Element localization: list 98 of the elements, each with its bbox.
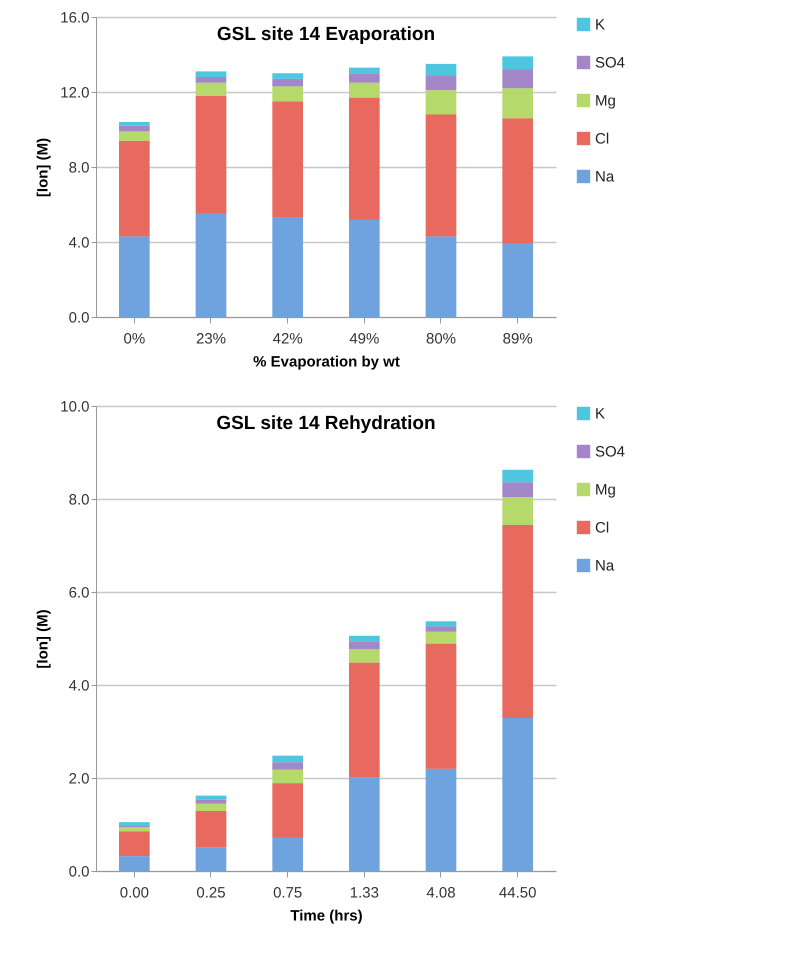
y-tick-label: 0.0 bbox=[68, 864, 90, 880]
legend-label: Na bbox=[595, 558, 615, 574]
bar bbox=[502, 470, 533, 482]
bar bbox=[349, 82, 380, 98]
x-axis-title: Time (hrs) bbox=[290, 908, 363, 924]
x-tick-label: 0% bbox=[123, 330, 146, 348]
bar bbox=[272, 838, 303, 871]
bar bbox=[349, 641, 380, 650]
y-tick-label: 8.0 bbox=[68, 492, 90, 508]
y-tick-label: 0.0 bbox=[68, 310, 90, 326]
bar bbox=[426, 632, 456, 644]
y-axis-title: [Ion] (M) bbox=[34, 609, 52, 669]
bar bbox=[502, 482, 533, 498]
y-tick-label: 4.0 bbox=[68, 234, 90, 252]
y-tick-label: 8.0 bbox=[68, 160, 90, 176]
bar bbox=[119, 140, 150, 236]
bar bbox=[272, 770, 303, 784]
bar bbox=[502, 70, 533, 88]
bar bbox=[119, 122, 150, 126]
bar bbox=[272, 73, 303, 79]
x-tick-label: 23% bbox=[196, 330, 226, 348]
bar bbox=[119, 831, 150, 856]
bar bbox=[349, 662, 380, 778]
x-tick-label: 0.25 bbox=[196, 884, 226, 902]
bar bbox=[502, 56, 533, 70]
legend-label: Na bbox=[595, 168, 615, 186]
y-tick-label: 16.0 bbox=[60, 10, 90, 26]
bar bbox=[349, 73, 380, 83]
bar bbox=[426, 90, 456, 114]
chart-title: GSL site 14 Evaporation bbox=[216, 24, 436, 45]
bar bbox=[119, 827, 150, 832]
x-tick-label: 49% bbox=[349, 330, 380, 348]
bar bbox=[349, 777, 380, 871]
bar bbox=[502, 497, 533, 526]
bar bbox=[196, 96, 226, 214]
bar bbox=[196, 71, 226, 77]
bar bbox=[196, 847, 226, 871]
legend-label: SO4 bbox=[595, 444, 626, 460]
bar bbox=[196, 214, 226, 317]
bar bbox=[272, 762, 303, 770]
x-tick-label: 89% bbox=[502, 330, 533, 348]
bar bbox=[502, 88, 533, 118]
y-tick-label: 10.0 bbox=[60, 398, 90, 416]
x-tick-label: 44.50 bbox=[498, 884, 536, 902]
chart-title: GSL site 14 Rehydration bbox=[216, 413, 436, 434]
legend-label: SO4 bbox=[595, 54, 626, 72]
legend-label: Cl bbox=[595, 130, 610, 148]
legend-label: K bbox=[595, 16, 606, 34]
bar bbox=[349, 98, 380, 220]
bar bbox=[272, 783, 303, 838]
bar bbox=[119, 856, 150, 871]
x-tick-label: 0.75 bbox=[273, 884, 302, 902]
bar bbox=[119, 131, 150, 141]
x-tick-label: 80% bbox=[426, 330, 456, 348]
x-axis-title: % Evaporation by wt bbox=[253, 354, 400, 370]
bar bbox=[119, 822, 150, 826]
bar bbox=[349, 649, 380, 663]
bar bbox=[502, 718, 533, 871]
legend-label: K bbox=[595, 406, 606, 422]
bar bbox=[426, 644, 456, 769]
legend-label: Mg bbox=[595, 92, 616, 110]
x-tick-label: 42% bbox=[272, 330, 303, 348]
bar bbox=[426, 621, 456, 626]
bar bbox=[119, 126, 150, 132]
bar bbox=[272, 78, 303, 86]
bar bbox=[272, 218, 303, 317]
bar bbox=[426, 768, 456, 871]
legend-label: Cl bbox=[595, 520, 610, 536]
bar bbox=[349, 68, 380, 74]
y-tick-label: 4.0 bbox=[68, 678, 90, 694]
y-tick-label: 6.0 bbox=[68, 584, 90, 602]
y-axis-title: [Ion] (M) bbox=[34, 138, 52, 198]
x-tick-label: 0.00 bbox=[120, 884, 149, 902]
bar bbox=[272, 756, 303, 762]
bar bbox=[196, 82, 226, 96]
x-tick-label: 1.33 bbox=[350, 884, 379, 902]
bar bbox=[426, 236, 456, 317]
bar bbox=[196, 77, 226, 83]
bar bbox=[196, 800, 226, 804]
bar bbox=[426, 75, 456, 90]
bar bbox=[502, 525, 533, 718]
bar bbox=[349, 220, 380, 317]
y-tick-label: 2.0 bbox=[68, 770, 90, 788]
x-tick-label: 4.08 bbox=[426, 884, 456, 902]
bar bbox=[196, 804, 226, 812]
bar bbox=[272, 86, 303, 102]
bar bbox=[502, 244, 533, 317]
bar bbox=[119, 236, 150, 317]
bar bbox=[349, 636, 380, 642]
bar bbox=[196, 796, 226, 800]
bar bbox=[196, 811, 226, 848]
bar bbox=[502, 118, 533, 244]
legend-label: Mg bbox=[595, 482, 616, 498]
bar bbox=[426, 114, 456, 236]
y-tick-label: 12.0 bbox=[60, 84, 90, 102]
bar bbox=[272, 101, 303, 218]
bar bbox=[426, 64, 456, 76]
bar bbox=[426, 626, 456, 632]
